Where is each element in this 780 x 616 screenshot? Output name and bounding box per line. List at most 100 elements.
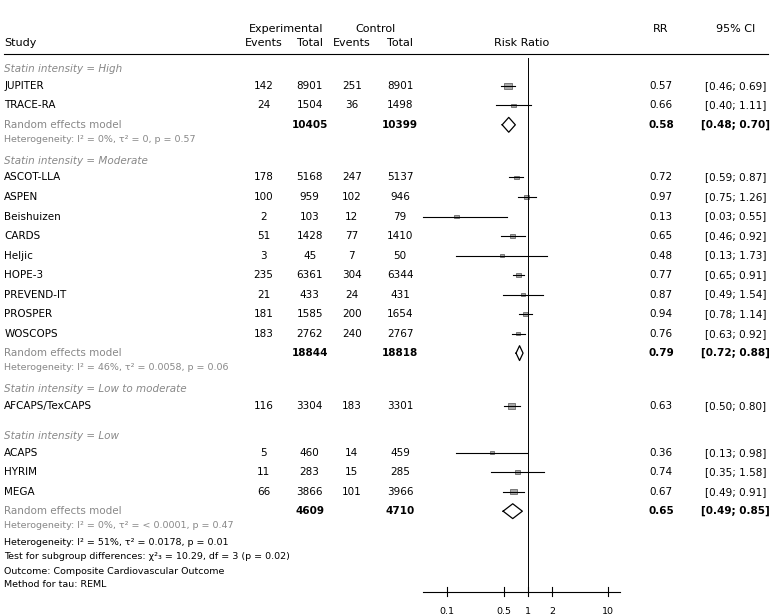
Text: 0.57: 0.57 bbox=[650, 81, 672, 91]
Text: [0.78; 1.14]: [0.78; 1.14] bbox=[704, 309, 766, 319]
FancyBboxPatch shape bbox=[490, 451, 495, 455]
Text: 142: 142 bbox=[254, 81, 274, 91]
Text: 45: 45 bbox=[303, 251, 316, 261]
Text: 10405: 10405 bbox=[292, 120, 328, 130]
Text: 14: 14 bbox=[346, 448, 359, 458]
Text: 0.79: 0.79 bbox=[648, 348, 674, 358]
Text: 0.58: 0.58 bbox=[648, 120, 674, 130]
Text: [0.35; 1.58]: [0.35; 1.58] bbox=[704, 467, 766, 477]
Text: 285: 285 bbox=[390, 467, 410, 477]
FancyBboxPatch shape bbox=[454, 215, 459, 218]
Text: [0.75; 1.26]: [0.75; 1.26] bbox=[704, 192, 766, 202]
Text: 247: 247 bbox=[342, 172, 362, 182]
FancyBboxPatch shape bbox=[508, 403, 516, 408]
Text: 2: 2 bbox=[549, 607, 555, 616]
Text: ACAPS: ACAPS bbox=[5, 448, 39, 458]
Text: 5168: 5168 bbox=[296, 172, 323, 182]
Text: 0.74: 0.74 bbox=[650, 467, 672, 477]
FancyBboxPatch shape bbox=[515, 471, 519, 474]
Text: 18844: 18844 bbox=[292, 348, 328, 358]
Text: [0.63; 0.92]: [0.63; 0.92] bbox=[704, 328, 766, 339]
Text: 1585: 1585 bbox=[296, 309, 323, 319]
Text: [0.49; 0.91]: [0.49; 0.91] bbox=[704, 487, 766, 496]
Text: 77: 77 bbox=[346, 231, 359, 241]
Text: Outcome: Composite Cardiovascular Outcome: Outcome: Composite Cardiovascular Outcom… bbox=[5, 567, 225, 575]
Text: 102: 102 bbox=[342, 192, 362, 202]
Text: [0.72; 0.88]: [0.72; 0.88] bbox=[701, 348, 770, 359]
FancyBboxPatch shape bbox=[516, 274, 521, 277]
FancyBboxPatch shape bbox=[505, 83, 512, 89]
Text: 1428: 1428 bbox=[296, 231, 323, 241]
Text: 0.5: 0.5 bbox=[496, 607, 511, 616]
Text: 0.97: 0.97 bbox=[650, 192, 672, 202]
FancyBboxPatch shape bbox=[520, 293, 525, 296]
Text: 50: 50 bbox=[394, 251, 406, 261]
Text: Random effects model: Random effects model bbox=[5, 348, 122, 358]
Text: [0.59; 0.87]: [0.59; 0.87] bbox=[704, 172, 766, 182]
Text: 95% CI: 95% CI bbox=[716, 25, 755, 34]
Text: Test for subgroup differences: χ²₃ = 10.29, df = 3 (p = 0.02): Test for subgroup differences: χ²₃ = 10.… bbox=[5, 552, 290, 561]
Text: [0.13; 0.98]: [0.13; 0.98] bbox=[704, 448, 766, 458]
FancyBboxPatch shape bbox=[523, 312, 528, 316]
Text: 0.72: 0.72 bbox=[650, 172, 672, 182]
Text: 0.65: 0.65 bbox=[650, 231, 672, 241]
Text: [0.46; 0.92]: [0.46; 0.92] bbox=[704, 231, 766, 241]
Text: 3866: 3866 bbox=[296, 487, 323, 496]
Text: 18818: 18818 bbox=[382, 348, 418, 358]
Text: 283: 283 bbox=[300, 467, 320, 477]
Text: Heterogeneity: I² = 0%, τ² = < 0.0001, p = 0.47: Heterogeneity: I² = 0%, τ² = < 0.0001, p… bbox=[5, 521, 234, 530]
Text: [0.03; 0.55]: [0.03; 0.55] bbox=[705, 211, 766, 222]
Text: Heljic: Heljic bbox=[5, 251, 34, 261]
Text: 183: 183 bbox=[342, 401, 362, 411]
Text: Method for tau: REML: Method for tau: REML bbox=[5, 580, 107, 590]
Text: 0.63: 0.63 bbox=[650, 401, 672, 411]
Text: Heterogeneity: I² = 46%, τ² = 0.0058, p = 0.06: Heterogeneity: I² = 46%, τ² = 0.0058, p … bbox=[5, 363, 229, 372]
Text: WOSCOPS: WOSCOPS bbox=[5, 328, 58, 339]
Text: Statin intensity = Moderate: Statin intensity = Moderate bbox=[5, 156, 148, 166]
Text: 21: 21 bbox=[257, 290, 270, 299]
Text: 8901: 8901 bbox=[387, 81, 413, 91]
Text: 433: 433 bbox=[300, 290, 320, 299]
Text: Statin intensity = Low to moderate: Statin intensity = Low to moderate bbox=[5, 384, 187, 394]
FancyBboxPatch shape bbox=[500, 254, 505, 257]
Text: [0.49; 1.54]: [0.49; 1.54] bbox=[704, 290, 766, 299]
Text: [0.13; 1.73]: [0.13; 1.73] bbox=[704, 251, 766, 261]
Text: 1498: 1498 bbox=[387, 100, 413, 110]
Text: 3304: 3304 bbox=[296, 401, 323, 411]
Text: 101: 101 bbox=[342, 487, 362, 496]
Text: 0.66: 0.66 bbox=[650, 100, 672, 110]
Text: 0.94: 0.94 bbox=[650, 309, 672, 319]
Text: 1654: 1654 bbox=[387, 309, 413, 319]
Text: MEGA: MEGA bbox=[5, 487, 35, 496]
Text: 2767: 2767 bbox=[387, 328, 413, 339]
Text: HYRIM: HYRIM bbox=[5, 467, 37, 477]
Text: Beishuizen: Beishuizen bbox=[5, 211, 61, 222]
Text: Control: Control bbox=[356, 25, 396, 34]
Text: 7: 7 bbox=[349, 251, 355, 261]
Text: 0.77: 0.77 bbox=[650, 270, 672, 280]
Text: 0.67: 0.67 bbox=[650, 487, 672, 496]
Text: 181: 181 bbox=[254, 309, 274, 319]
Text: 959: 959 bbox=[300, 192, 320, 202]
Text: 0.76: 0.76 bbox=[650, 328, 672, 339]
Text: Heterogeneity: I² = 51%, τ² = 0.0178, p = 0.01: Heterogeneity: I² = 51%, τ² = 0.0178, p … bbox=[5, 538, 229, 547]
Text: 0.1: 0.1 bbox=[440, 607, 455, 616]
Text: Random effects model: Random effects model bbox=[5, 120, 122, 130]
Text: ASCOT-LLA: ASCOT-LLA bbox=[5, 172, 62, 182]
Text: [0.50; 0.80]: [0.50; 0.80] bbox=[705, 401, 766, 411]
Text: Statin intensity = Low: Statin intensity = Low bbox=[5, 431, 119, 441]
Text: 240: 240 bbox=[342, 328, 362, 339]
Text: 0.48: 0.48 bbox=[650, 251, 672, 261]
Text: 460: 460 bbox=[300, 448, 320, 458]
Text: Risk Ratio: Risk Ratio bbox=[494, 38, 549, 49]
Text: [0.65; 0.91]: [0.65; 0.91] bbox=[704, 270, 766, 280]
Text: 251: 251 bbox=[342, 81, 362, 91]
Text: 24: 24 bbox=[257, 100, 270, 110]
FancyBboxPatch shape bbox=[514, 176, 519, 179]
Text: 6361: 6361 bbox=[296, 270, 323, 280]
Text: Statin intensity = High: Statin intensity = High bbox=[5, 64, 122, 74]
Text: Experimental: Experimental bbox=[250, 25, 324, 34]
Text: 200: 200 bbox=[342, 309, 362, 319]
Text: 10399: 10399 bbox=[382, 120, 418, 130]
Text: 66: 66 bbox=[257, 487, 270, 496]
